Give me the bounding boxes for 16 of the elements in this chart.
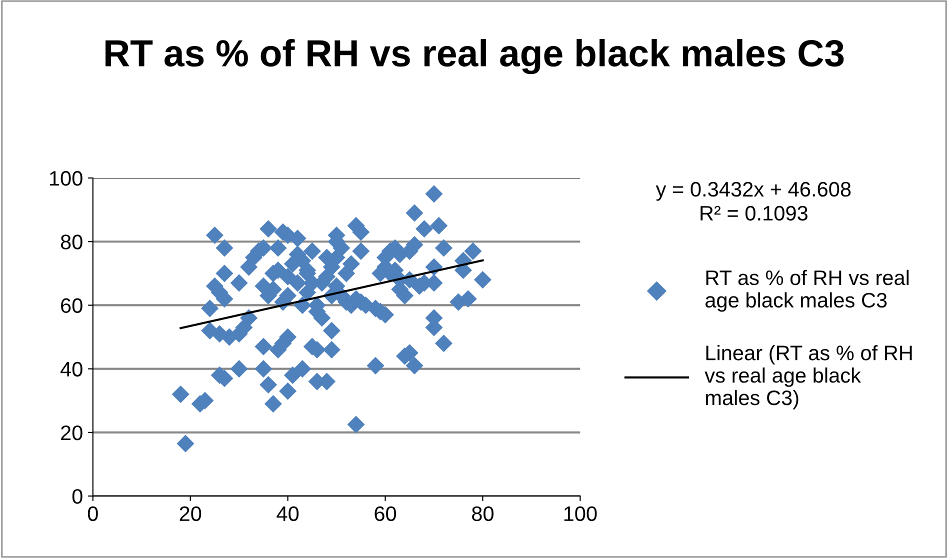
y-tick-label: 100 — [50, 171, 82, 186]
chart-title: RT as % of RH vs real age black males C3 — [106, 39, 844, 74]
text: y = 0.3432x + 46.608 R² = 0.1093 — [656, 182, 851, 221]
x-tick-label: 60 — [374, 506, 396, 522]
x-tick-label: 80 — [472, 506, 494, 522]
x-tick-label: 40 — [276, 506, 299, 522]
x-tick-label: 0 — [88, 506, 98, 522]
y-tick-label: 0 — [72, 489, 82, 504]
legend-label: RT as % of RH vs real age black males C3 — [706, 270, 909, 312]
y-tick-label: 80 — [60, 234, 82, 250]
y-tick-label: 40 — [60, 362, 82, 377]
legend-label: Linear (RT as % of RH vs real age black males C3) — [704, 345, 912, 410]
y-tick-label: 20 — [61, 425, 82, 440]
y-tick-label: 60 — [61, 298, 82, 313]
x-tick-label: 20 — [180, 506, 202, 522]
x-tick-label: 100 — [564, 506, 597, 522]
